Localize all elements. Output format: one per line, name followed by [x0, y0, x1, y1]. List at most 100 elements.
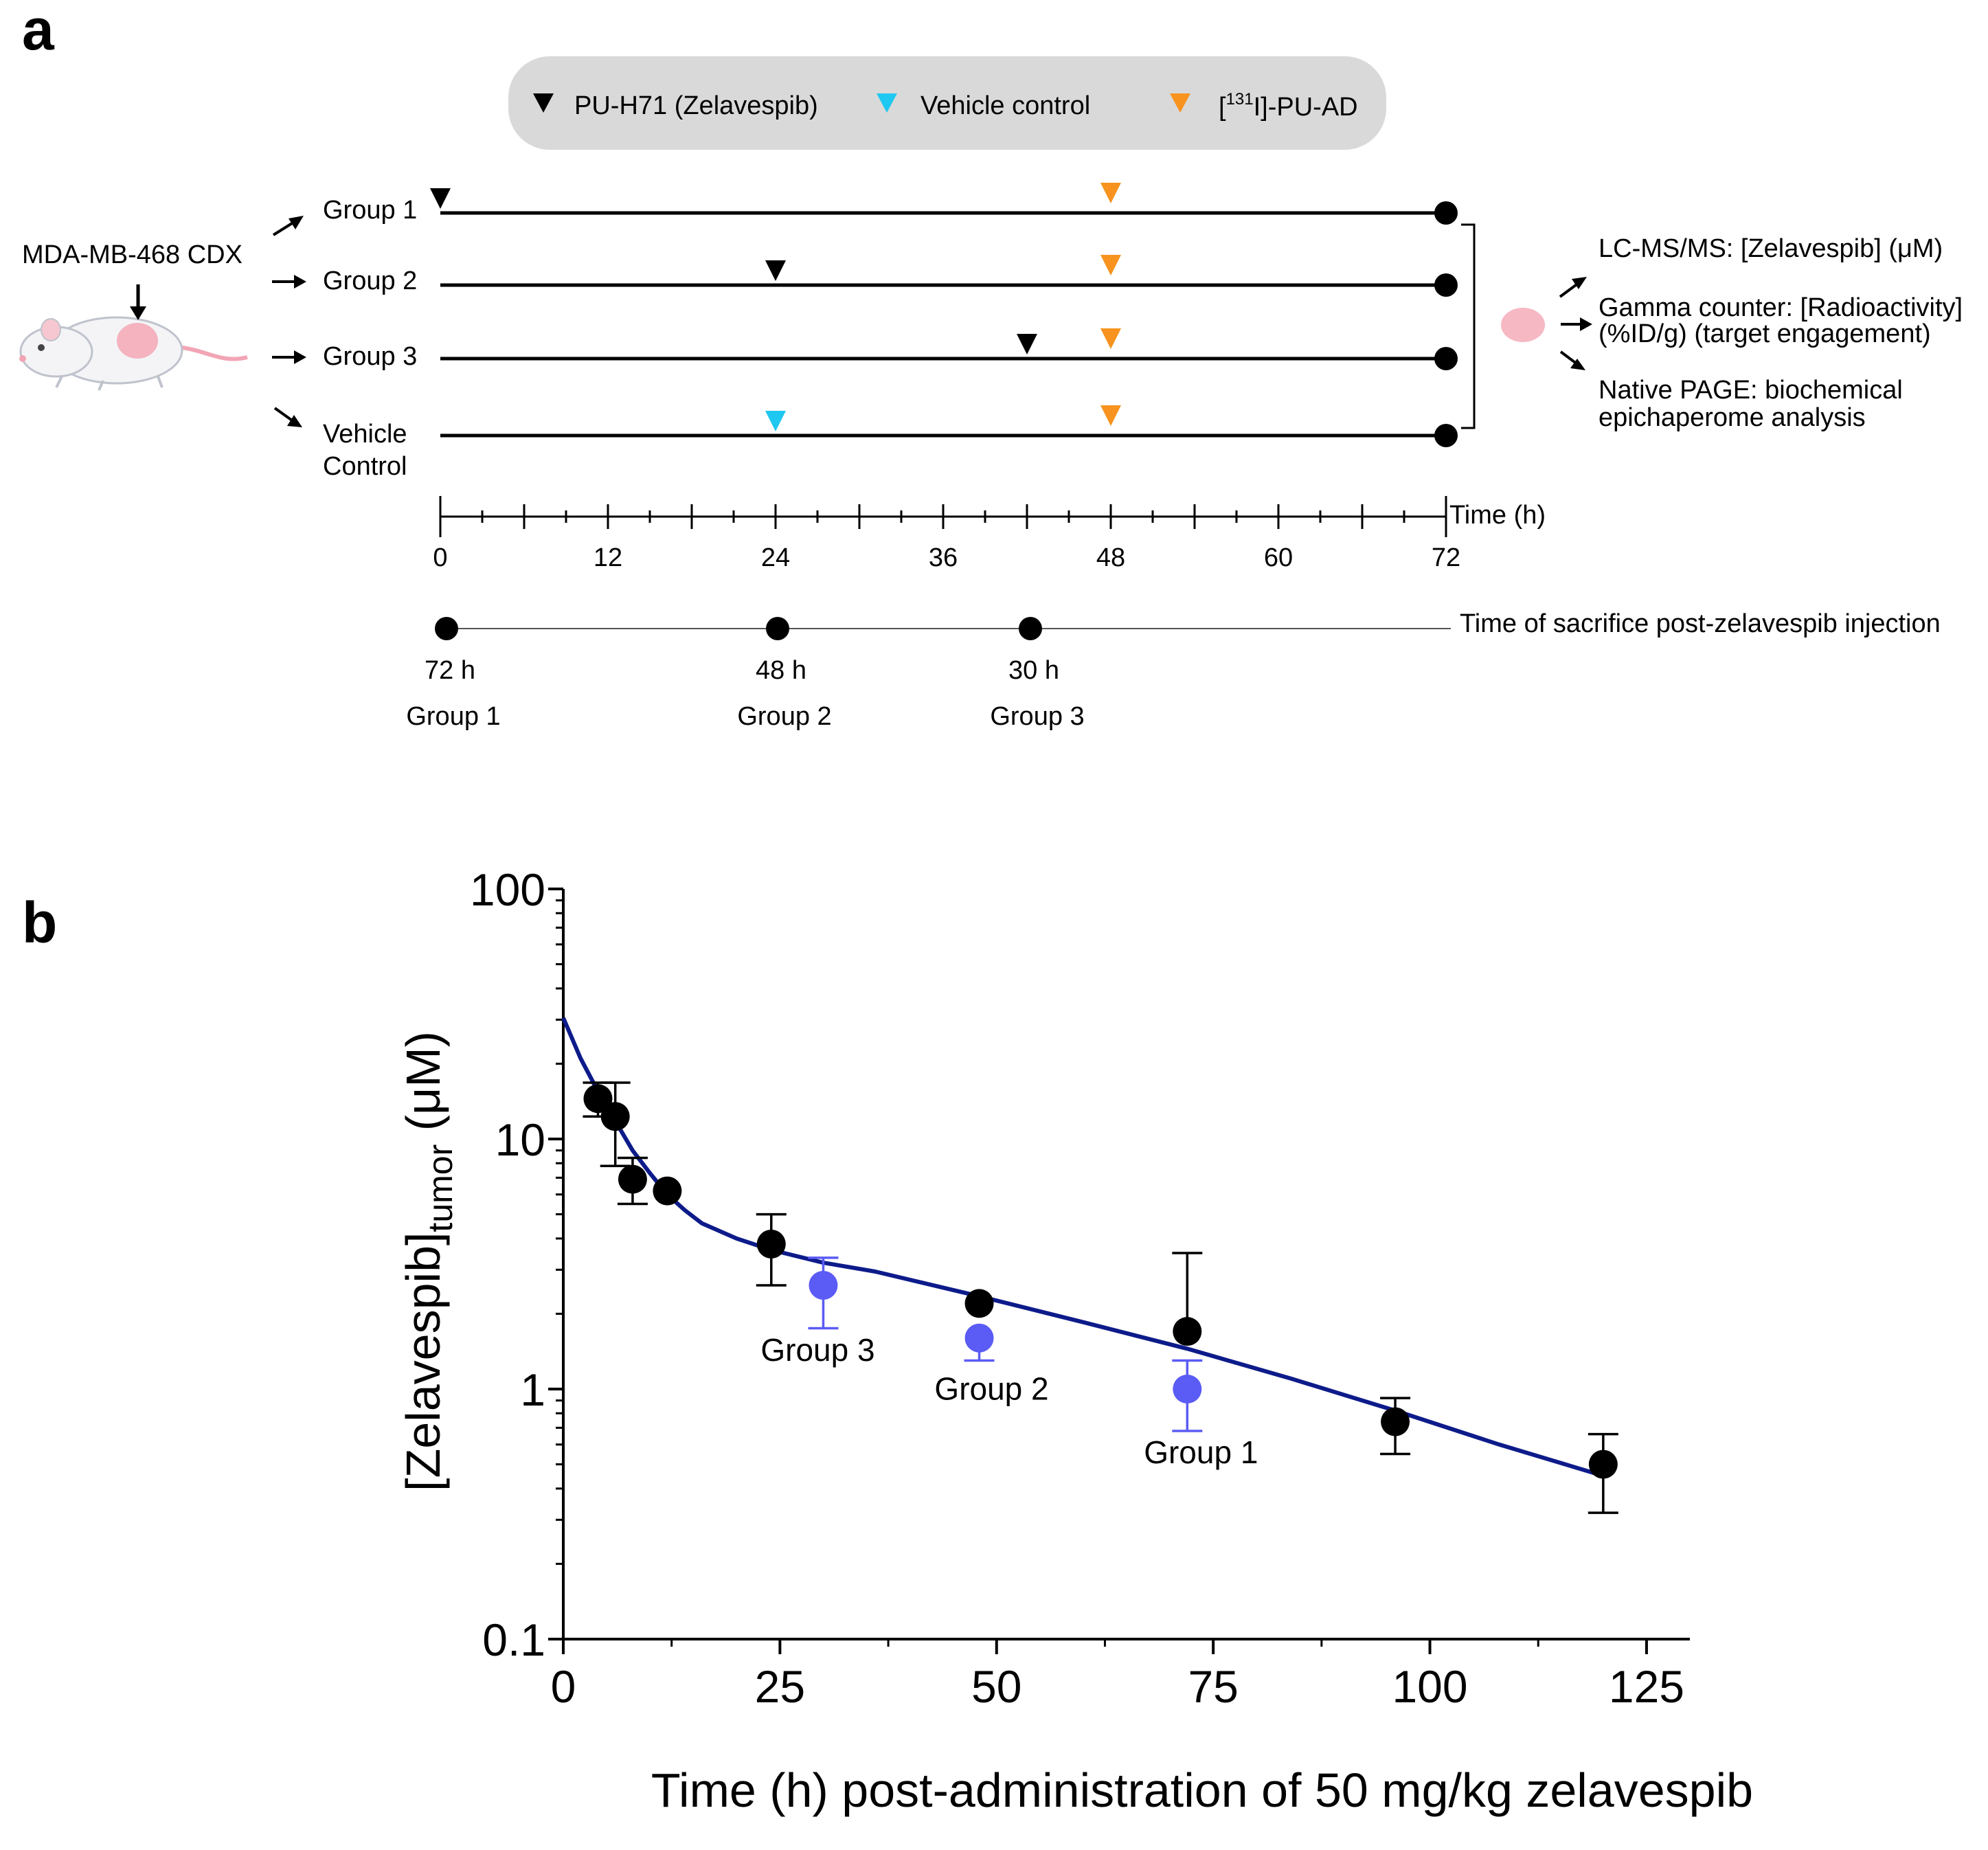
group-arrows [272, 216, 306, 427]
data-marker [583, 1084, 613, 1114]
chart-axes: 0.1 1 10 100 0 25 50 75 100 125 [470, 864, 1690, 1712]
x-axis-label: Time (h) post-administration of 50 mg/kg… [651, 1763, 1753, 1817]
data-marker [964, 1323, 994, 1353]
legend-tracer-label: [131I]-PU-AD [1219, 90, 1358, 122]
endpoint-dot-row-3 [1434, 347, 1458, 370]
x-tick-label: 25 [755, 1661, 805, 1712]
data-point-series-1 [653, 1176, 682, 1206]
arrow-readout-2 [1561, 317, 1592, 331]
dose-marker-row-2 [765, 260, 786, 281]
x-tick-label: 125 [1609, 1661, 1684, 1712]
data-point-series-2: Group 2 [934, 1323, 1049, 1407]
readout-arrows [1559, 277, 1592, 370]
group-1-label: Group 1 [323, 196, 417, 225]
time-tick-label: 24 [761, 543, 790, 572]
y-tick-label: 0.1 [482, 1614, 545, 1665]
data-marker [618, 1164, 647, 1194]
group-3-label: Group 3 [323, 342, 417, 371]
tracer-triangle-icon [1170, 93, 1190, 113]
panel-b-label: b [22, 890, 57, 955]
data-point-series-1 [1588, 1432, 1618, 1514]
readout-3-line1: Native PAGE: biochemical [1599, 376, 1903, 405]
point-annotation: Group 2 [934, 1371, 1048, 1407]
data-marker [1588, 1449, 1618, 1479]
dose-marker-row-3 [1017, 334, 1037, 354]
arrow-readout-3 [1559, 350, 1585, 370]
arrow-vehicle [273, 407, 302, 427]
tracer-marker-row-2 [1100, 255, 1121, 275]
sacrifice-label: Time of sacrifice post-zelavespib inject… [1460, 609, 1941, 638]
legend-background [508, 56, 1386, 150]
arrow-readout-1 [1559, 277, 1587, 298]
time-tick-label: 36 [929, 543, 958, 572]
readout-1-label: LC-MS/MS: [Zelavespib] (μM) [1599, 234, 1943, 263]
panel-a-label: a [22, 0, 55, 62]
tumor-icon [1501, 308, 1545, 342]
time-tick-label: 12 [594, 543, 622, 572]
group-timelines [430, 183, 1458, 447]
data-marker [600, 1102, 630, 1131]
vehicle-triangle-icon [877, 93, 897, 113]
data-point-series-1 [600, 1081, 631, 1168]
vehicle-label-line2: Control [323, 452, 407, 481]
endpoint-dot-row-1 [1434, 201, 1458, 225]
time-axis-label: Time (h) [1449, 501, 1546, 530]
legend-vehicle-label: Vehicle control [920, 91, 1090, 120]
data-marker [809, 1270, 838, 1300]
x-tick-label: 50 [971, 1661, 1021, 1712]
sacrifice-group-label: Group 1 [406, 702, 500, 731]
time-tick-label: 48 [1096, 543, 1125, 572]
data-marker [1173, 1375, 1202, 1403]
time-axis: 0 12 24 36 48 60 72 [433, 496, 1460, 572]
dose-marker-row-4 [765, 411, 786, 431]
y-tick-label: 1 [520, 1364, 545, 1415]
tracer-marker-row-3 [1100, 328, 1121, 349]
model-label: MDA-MB-468 CDX [22, 240, 242, 269]
mouse-illustration [19, 316, 248, 391]
data-point-series-1 [756, 1212, 787, 1287]
sacrifice-group-label: Group 2 [737, 702, 831, 731]
data-marker [756, 1229, 786, 1259]
point-annotation: Group 1 [1144, 1434, 1258, 1470]
fit-curve [561, 1017, 1604, 1478]
data-point-series-1 [964, 1289, 994, 1318]
time-tick-label: 60 [1264, 543, 1293, 572]
data-marker [1381, 1407, 1410, 1436]
dose-marker-row-1 [430, 188, 451, 209]
x-tick-label: 75 [1188, 1661, 1238, 1712]
vehicle-label-line1: Vehicle [323, 420, 407, 449]
data-point-series-2: Group 3 [760, 1256, 875, 1368]
data-marker [653, 1176, 682, 1206]
sacrifice-time-label: 30 h [1008, 656, 1059, 685]
y-tick-label: 10 [495, 1114, 545, 1165]
fit-line [561, 1017, 1604, 1478]
arrow-group-3 [272, 350, 306, 364]
endpoint-dot-row-2 [1434, 273, 1458, 297]
chart-points: Group 3 Group 2 Group 1 [583, 1081, 1618, 1514]
data-marker [964, 1289, 994, 1318]
legend-zelavespib-label: PU-H71 (Zelavespib) [574, 91, 818, 120]
sacrifice-dot [1019, 617, 1042, 640]
group-2-label: Group 2 [323, 267, 417, 295]
sacrifice-dot [766, 617, 789, 640]
data-point-series-1 [617, 1156, 648, 1206]
readout-2-line2: (%ID/g) (target engagement) [1599, 319, 1931, 348]
readout-bracket [1461, 223, 1476, 429]
data-point-series-1 [1380, 1397, 1411, 1456]
arrow-group-1 [272, 216, 304, 236]
x-tick-label: 0 [551, 1661, 576, 1712]
sacrifice-time-label: 72 h [425, 656, 475, 685]
readout-3-line2: epichaperome analysis [1599, 403, 1866, 432]
time-tick-label: 72 [1432, 543, 1460, 572]
sacrifice-group-label: Group 3 [990, 702, 1084, 731]
time-tick-label: 0 [433, 543, 447, 572]
endpoint-dot-row-4 [1434, 424, 1458, 447]
zelavespib-triangle-icon [533, 93, 554, 113]
tracer-marker-row-4 [1100, 405, 1121, 426]
data-marker [1173, 1317, 1202, 1346]
y-tick-label: 100 [470, 864, 545, 915]
data-point-series-1 [1172, 1252, 1203, 1346]
treatment-legend: PU-H71 (Zelavespib) Vehicle control [131… [508, 56, 1386, 150]
